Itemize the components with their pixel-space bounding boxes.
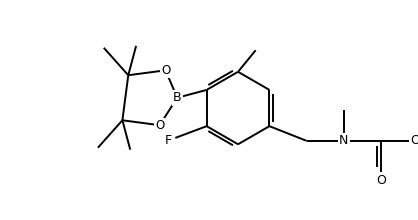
Text: N: N xyxy=(339,134,349,147)
Text: O: O xyxy=(376,174,386,187)
Text: O: O xyxy=(410,134,418,147)
Text: B: B xyxy=(173,91,181,104)
Text: O: O xyxy=(161,64,170,77)
Text: O: O xyxy=(155,119,164,132)
Text: F: F xyxy=(165,134,172,147)
